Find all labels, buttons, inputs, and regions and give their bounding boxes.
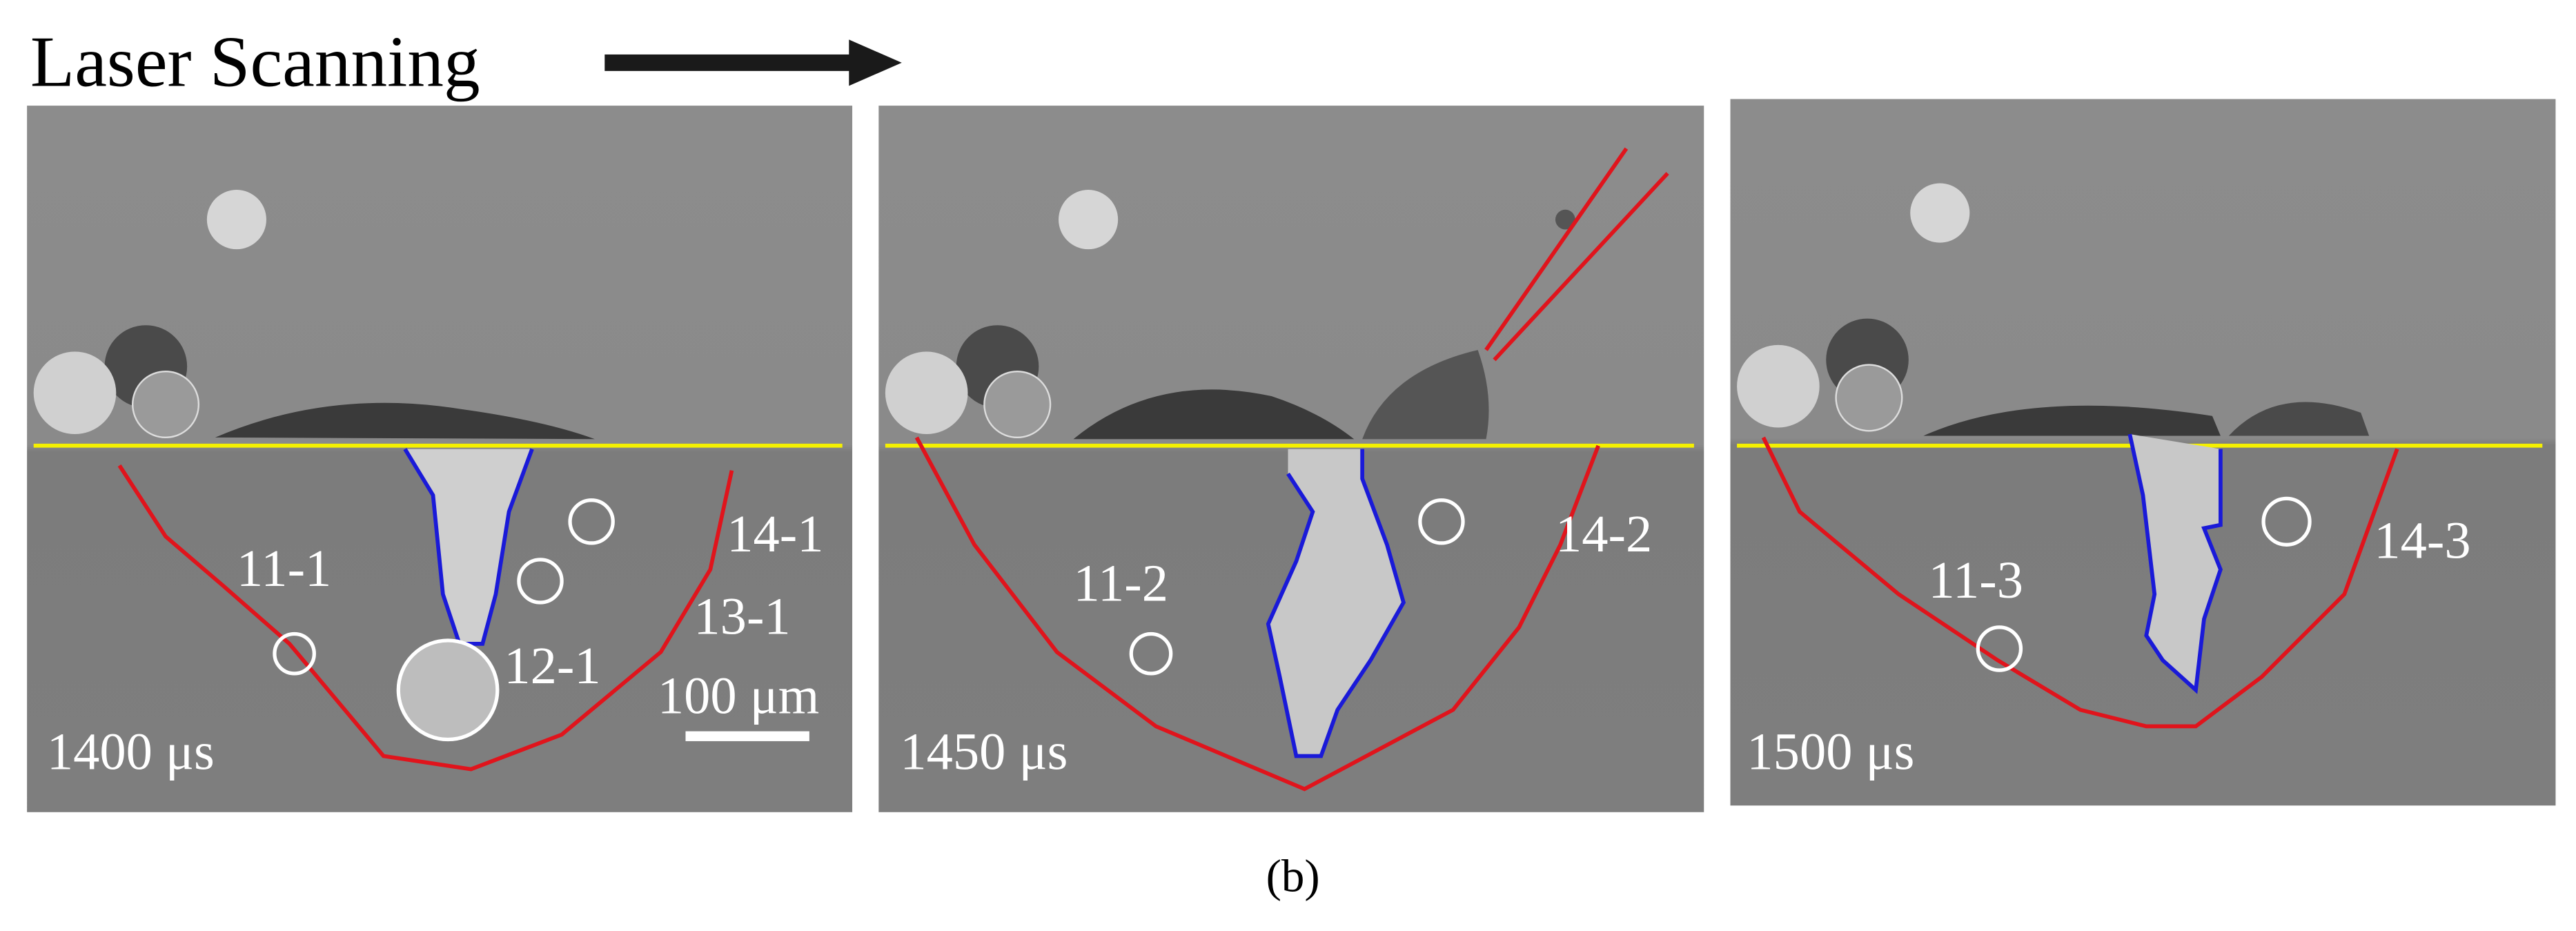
panel: 11-1 12-1 13-1 14-1 100 μm 1400 μs: [27, 106, 853, 812]
label: 14-1: [727, 504, 823, 563]
label: 11-3: [1929, 551, 2023, 609]
label: 13-1: [694, 587, 790, 645]
scale-bar: [685, 731, 809, 741]
label: 11-1: [237, 539, 331, 598]
title: Laser Scanning: [30, 21, 480, 101]
arrow: [604, 39, 902, 86]
time-label: 1400 μs: [47, 723, 215, 781]
label: 12-1: [504, 636, 600, 695]
scale-label: 100 μm: [658, 666, 819, 725]
time-label: 1450 μs: [900, 723, 1068, 781]
panel: 11-3 14-3 1500 μs: [1730, 99, 2556, 806]
label: 14-2: [1555, 504, 1652, 563]
time-label: 1500 μs: [1747, 723, 1914, 781]
label: 14-3: [2374, 511, 2470, 569]
caption: (b): [1266, 851, 1320, 902]
label: 11-2: [1074, 554, 1168, 613]
panel: 11-2 14-2 1450 μs: [878, 106, 1704, 812]
